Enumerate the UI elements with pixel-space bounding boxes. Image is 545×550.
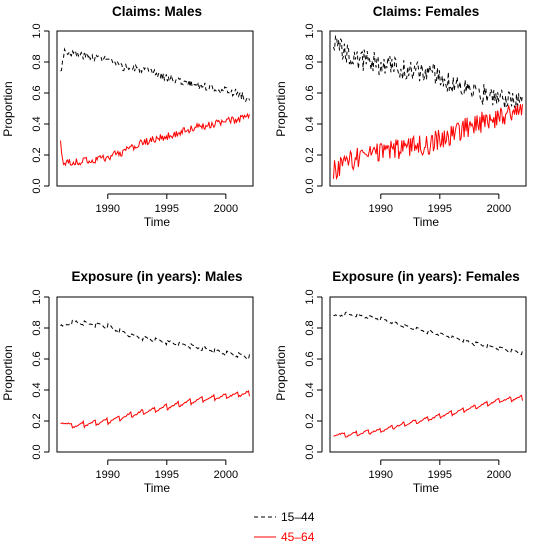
y-tick-label: 0.8 xyxy=(31,320,43,335)
x-axis-label: Time xyxy=(413,215,440,229)
y-tick-label: 0.0 xyxy=(304,178,316,193)
y-tick-label: 0.8 xyxy=(304,320,316,335)
legend-label-45-64: 45–64 xyxy=(281,530,315,544)
x-tick-label: 2000 xyxy=(487,469,511,481)
x-tick-label: 1995 xyxy=(155,469,179,481)
y-tick-label: 0.6 xyxy=(304,85,316,100)
x-axis-label: Time xyxy=(144,481,171,495)
legend: 15–44 45–64 xyxy=(254,510,315,544)
y-tick-label: 0.4 xyxy=(31,382,43,397)
plot-frame xyxy=(56,30,254,187)
x-tick-label: 1990 xyxy=(96,469,120,481)
y-tick-label: 0.8 xyxy=(31,54,43,69)
y-axis-label: Proportion xyxy=(1,81,15,136)
series-line-45-64 xyxy=(60,112,250,167)
panel-title: Claims: Females xyxy=(373,4,480,19)
y-tick-label: 0.0 xyxy=(304,444,316,459)
plot-frame xyxy=(329,30,527,187)
y-tick-label: 0.4 xyxy=(304,382,316,397)
plot-frame xyxy=(56,296,254,453)
series-line-15-44 xyxy=(333,311,523,356)
panel-title: Exposure (in years): Males xyxy=(71,269,242,284)
y-tick-label: 0.2 xyxy=(31,413,43,428)
series-line-45-64 xyxy=(60,389,250,429)
y-tick-label: 1.0 xyxy=(304,23,316,38)
y-tick-label: 0.4 xyxy=(31,116,43,131)
x-tick-label: 1995 xyxy=(155,203,179,215)
panel-claims-males: Claims: Males Proportion Time 0.0 0.2 0.4 0… xyxy=(1,4,254,229)
y-axis-label: Proportion xyxy=(1,345,15,400)
legend-label-15-44: 15–44 xyxy=(281,510,315,524)
y-tick-label: 0.6 xyxy=(304,351,316,366)
x-axis-label: Time xyxy=(144,215,171,229)
y-tick-label: 0.4 xyxy=(304,116,316,131)
y-tick-label: 0.8 xyxy=(304,54,316,69)
y-tick-label: 0.2 xyxy=(304,147,316,162)
y-tick-label: 1.0 xyxy=(31,23,43,38)
series-line-45-64 xyxy=(333,104,523,181)
x-tick-label: 2000 xyxy=(214,469,238,481)
y-tick-label: 0.2 xyxy=(304,413,316,428)
y-tick-label: 0.0 xyxy=(31,444,43,459)
panel-exposure-females: Exposure (in years): Females Proportion … xyxy=(274,269,527,495)
y-tick-label: 0.6 xyxy=(31,85,43,100)
x-axis-label: Time xyxy=(413,481,440,495)
panel-exposure-males: Exposure (in years): Males Proportion Ti… xyxy=(1,269,254,495)
series-line-45-64 xyxy=(333,394,523,438)
y-axis-label: Proportion xyxy=(274,81,288,136)
y-tick-label: 1.0 xyxy=(304,289,316,304)
y-tick-label: 0.6 xyxy=(31,351,43,366)
x-tick-label: 1990 xyxy=(96,203,120,215)
y-tick-label: 1.0 xyxy=(31,289,43,304)
x-tick-label: 1990 xyxy=(369,469,393,481)
panel-claims-females: Claims: Females Proportion Time 0.0 0.2 0.… xyxy=(274,4,527,229)
series-line-15-44 xyxy=(60,47,250,103)
x-tick-label: 2000 xyxy=(214,203,238,215)
x-tick-label: 1995 xyxy=(428,203,452,215)
panel-title: Exposure (in years): Females xyxy=(332,269,520,284)
y-tick-label: 0.2 xyxy=(31,147,43,162)
y-axis-label: Proportion xyxy=(274,345,288,400)
y-tick-label: 0.0 xyxy=(31,178,43,193)
x-tick-label: 1995 xyxy=(428,469,452,481)
x-tick-label: 1990 xyxy=(369,203,393,215)
x-tick-label: 2000 xyxy=(487,203,511,215)
panel-title: Claims: Males xyxy=(112,4,202,19)
series-line-15-44 xyxy=(60,319,250,361)
plot-frame xyxy=(329,296,527,453)
series-line-15-44 xyxy=(333,35,523,111)
